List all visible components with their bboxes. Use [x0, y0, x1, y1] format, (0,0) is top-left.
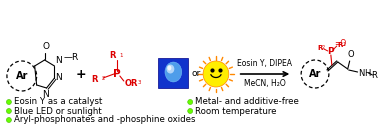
- Text: R: R: [317, 45, 322, 51]
- Text: =O: =O: [334, 39, 346, 47]
- Text: R: R: [372, 72, 377, 81]
- Ellipse shape: [166, 65, 174, 73]
- Text: +: +: [76, 67, 87, 81]
- Text: or: or: [192, 70, 201, 78]
- Text: N: N: [42, 90, 49, 99]
- Text: 1: 1: [343, 42, 346, 47]
- Text: Ar: Ar: [309, 69, 321, 79]
- Text: Blue LED or sunlight: Blue LED or sunlight: [14, 106, 102, 115]
- Text: 3: 3: [138, 80, 141, 85]
- Text: Metal- and additive-free: Metal- and additive-free: [195, 98, 299, 106]
- Text: H: H: [364, 70, 371, 78]
- Text: Eosin Y as a catalyst: Eosin Y as a catalyst: [14, 98, 102, 106]
- Circle shape: [6, 109, 11, 114]
- Text: Aryl-phosphonates and -phosphine oxides: Aryl-phosphonates and -phosphine oxides: [14, 115, 195, 125]
- Text: Eosin Y, DIPEA: Eosin Y, DIPEA: [237, 59, 293, 68]
- Ellipse shape: [167, 66, 171, 71]
- Text: O: O: [42, 42, 49, 51]
- Circle shape: [188, 99, 193, 104]
- Circle shape: [6, 99, 11, 104]
- Text: P: P: [328, 47, 334, 56]
- Text: MeCN, H₂O: MeCN, H₂O: [244, 79, 286, 88]
- Text: 1: 1: [119, 53, 122, 58]
- Text: O: O: [347, 50, 354, 59]
- Circle shape: [6, 118, 11, 122]
- Text: R: R: [109, 51, 116, 61]
- Text: OR: OR: [125, 78, 138, 88]
- Text: 2: 2: [102, 76, 105, 81]
- Text: R: R: [338, 42, 343, 48]
- Circle shape: [188, 109, 193, 114]
- Text: N: N: [56, 73, 62, 83]
- Text: R: R: [91, 74, 98, 83]
- Text: N: N: [56, 56, 62, 65]
- Text: P: P: [113, 69, 121, 79]
- Circle shape: [203, 61, 229, 87]
- Text: Ar: Ar: [15, 71, 28, 81]
- Ellipse shape: [165, 62, 182, 82]
- Text: 2: 2: [322, 45, 325, 50]
- Text: N: N: [359, 68, 365, 77]
- Text: Room temperature: Room temperature: [195, 106, 277, 115]
- Text: —R: —R: [64, 54, 79, 62]
- FancyBboxPatch shape: [158, 58, 188, 88]
